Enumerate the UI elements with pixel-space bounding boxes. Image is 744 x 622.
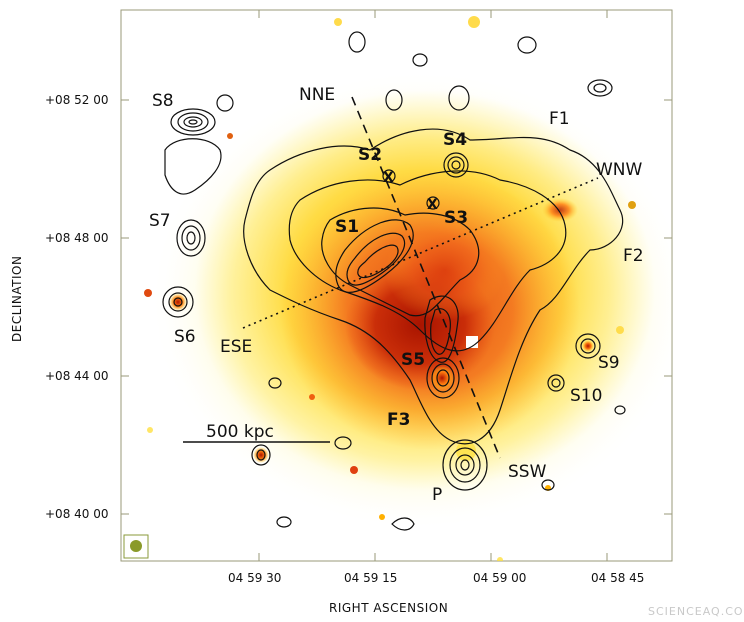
nne-ssw-line <box>351 96 501 459</box>
beam-icon <box>130 540 142 552</box>
label-s5: S5 <box>401 350 425 370</box>
label-wnw: WNW <box>596 160 643 180</box>
label-s4: S4 <box>443 130 467 150</box>
label-ese: ESE <box>220 337 252 357</box>
label-s6: S6 <box>174 327 196 347</box>
direction-lines <box>242 96 599 459</box>
label-p: P <box>432 485 442 505</box>
ese-wnw-line <box>242 177 599 329</box>
x-tick-0: 04 59 30 <box>228 571 281 585</box>
label-f2: F2 <box>623 246 644 266</box>
y-tick-1: +08 48 00 <box>45 231 109 245</box>
label-s10: S10 <box>570 386 602 406</box>
y-axis-title: DECLINATION <box>10 256 24 342</box>
label-f3: F3 <box>387 410 410 430</box>
label-s8: S8 <box>152 91 174 111</box>
label-s1: S1 <box>335 217 359 237</box>
xray-emission-map <box>144 16 672 561</box>
label-ssw: SSW <box>508 462 547 482</box>
y-tick-0: +08 52 00 <box>45 93 109 107</box>
watermark: SCIENCEAQ.COM <box>648 605 744 618</box>
x-marker-1: X <box>383 170 394 186</box>
label-f1: F1 <box>549 109 570 129</box>
radio-contours <box>162 31 626 531</box>
x-markers: X X <box>382 169 440 213</box>
axis-ticks <box>121 10 672 561</box>
scale-bar-label: 500 kpc <box>206 422 274 442</box>
x-tick-1: 04 59 15 <box>344 571 397 585</box>
x-tick-2: 04 59 00 <box>473 571 526 585</box>
label-s3: S3 <box>444 208 468 228</box>
x-tick-3: 04 58 45 <box>591 571 644 585</box>
label-s7: S7 <box>149 211 171 231</box>
beam-box <box>123 534 149 559</box>
y-tick-2: +08 44 00 <box>45 369 109 383</box>
y-tick-3: +08 40 00 <box>45 507 109 521</box>
x-marker-2: X <box>427 197 438 213</box>
label-nne: NNE <box>299 85 335 105</box>
label-s2: S2 <box>358 145 382 165</box>
x-axis-title: RIGHT ASCENSION <box>329 601 448 615</box>
label-s9: S9 <box>598 353 620 373</box>
